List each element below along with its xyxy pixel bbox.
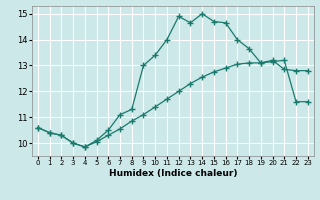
X-axis label: Humidex (Indice chaleur): Humidex (Indice chaleur) <box>108 169 237 178</box>
